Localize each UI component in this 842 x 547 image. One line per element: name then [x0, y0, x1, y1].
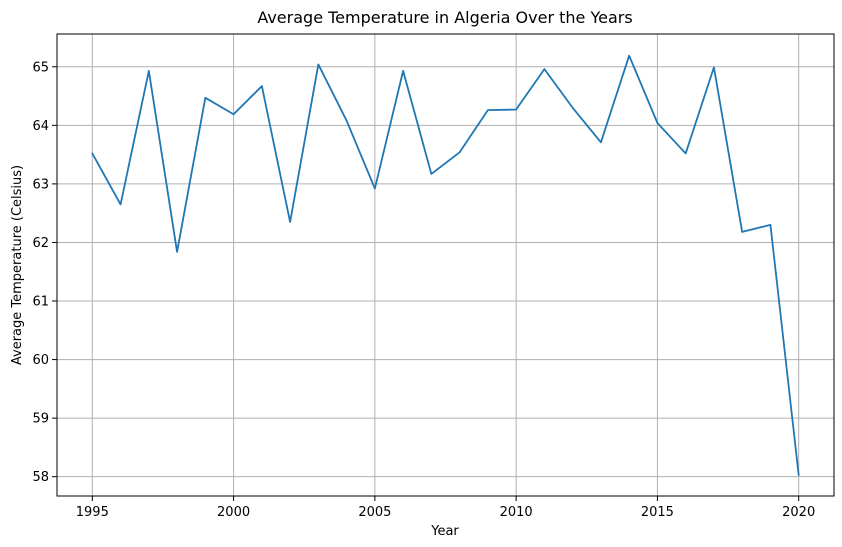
x-tick-label: 2015 — [641, 505, 674, 520]
y-axis-label: Average Temperature (Celsius) — [10, 165, 25, 365]
x-tick-label: 2000 — [217, 505, 250, 520]
y-tick-label: 64 — [32, 119, 49, 134]
y-tick-label: 61 — [32, 295, 49, 310]
y-tick-label: 60 — [32, 353, 49, 368]
x-axis-label: Year — [430, 524, 459, 539]
x-tick-label: 2010 — [500, 505, 533, 520]
x-tick-label: 2005 — [358, 505, 391, 520]
temperature-series-line — [91, 54, 800, 476]
x-tick-labels: 1995 2000 2005 2010 2015 2020 — [76, 505, 815, 520]
y-tick-label: 65 — [32, 60, 49, 75]
y-tick-label: 59 — [32, 412, 49, 427]
line-layer — [91, 54, 800, 476]
y-tick-labels: 58 59 60 61 62 63 64 65 — [32, 60, 49, 485]
x-tick-label: 2020 — [782, 505, 815, 520]
grid-lines — [57, 34, 834, 496]
x-tick-label: 1995 — [76, 505, 109, 520]
y-tick-label: 58 — [32, 470, 49, 485]
plot-frame — [56, 33, 835, 497]
axis-ticks — [52, 66, 800, 501]
y-tick-label: 62 — [32, 236, 49, 251]
chart-title: Average Temperature in Algeria Over the … — [257, 8, 632, 27]
y-tick-label: 63 — [32, 177, 49, 192]
